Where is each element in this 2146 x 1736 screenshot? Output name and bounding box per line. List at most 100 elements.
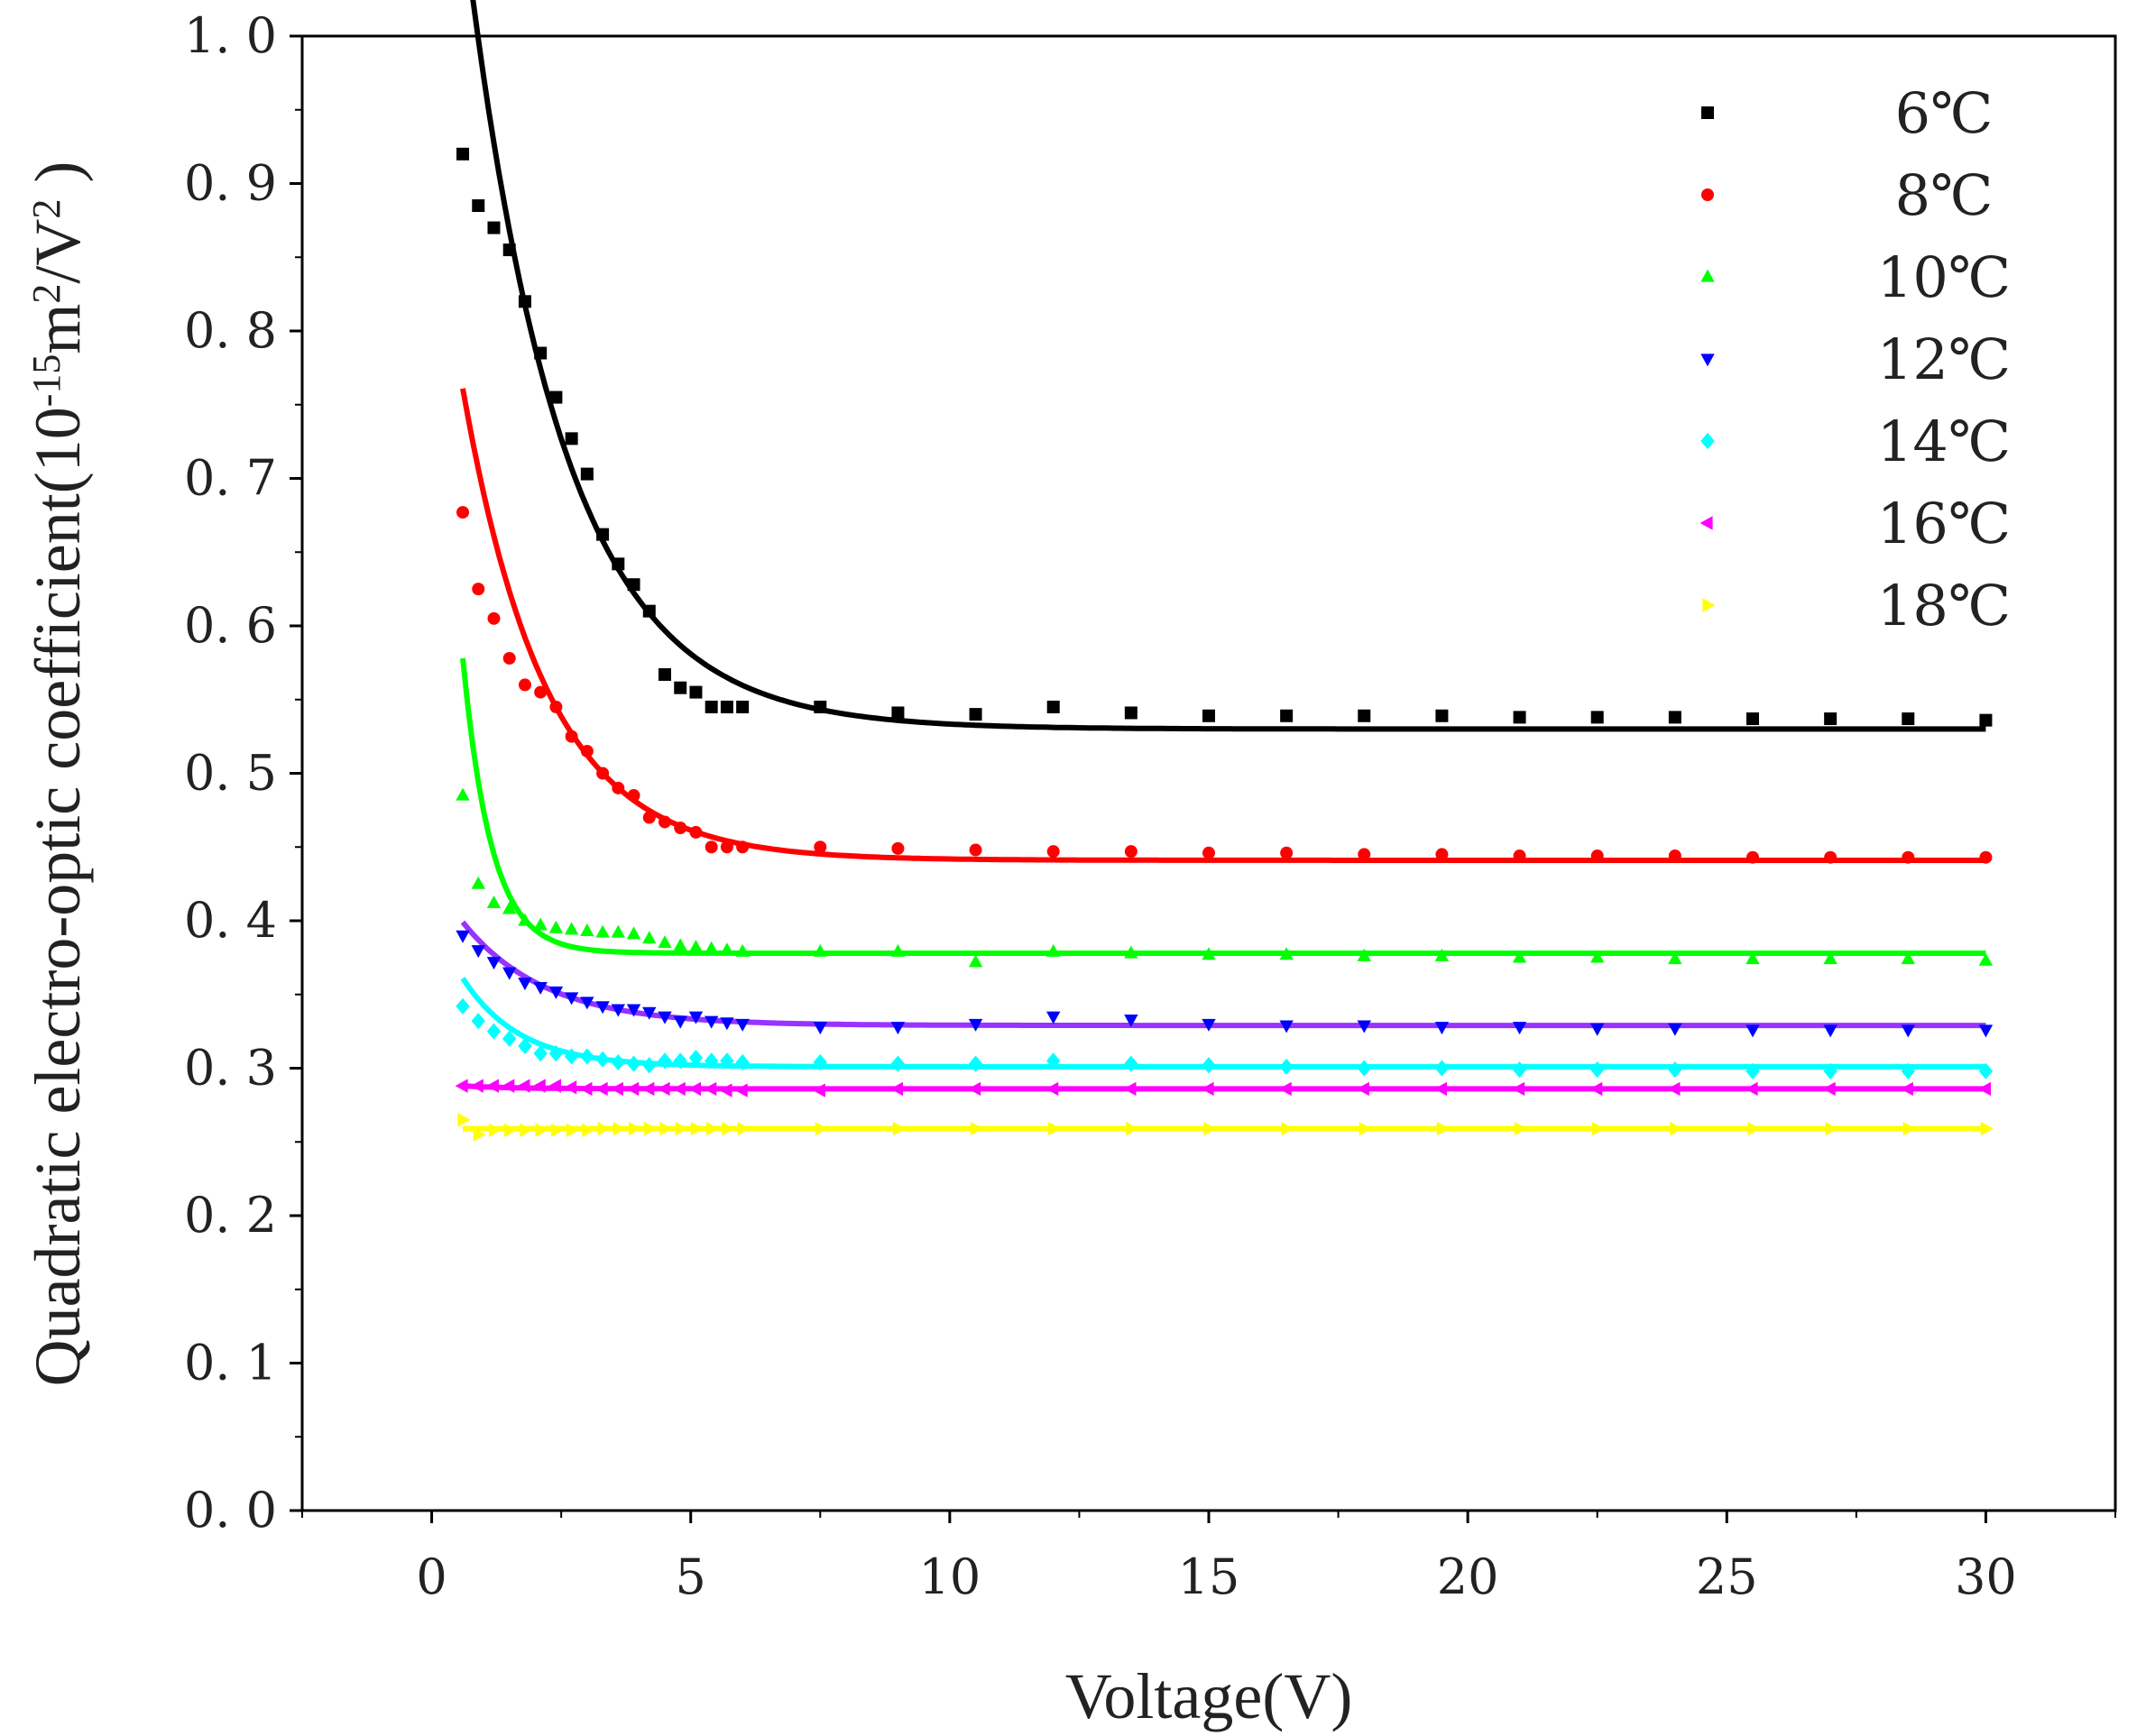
y-tick-label: 0. 3 (184, 1040, 277, 1097)
data-point-series-6 (704, 1081, 717, 1097)
data-point-series-7 (1436, 1121, 1450, 1136)
data-point-series-3 (813, 943, 827, 957)
data-point-series-7 (1825, 1121, 1838, 1136)
y-axis-title-unit-m: m (22, 304, 94, 354)
data-point-series-6 (517, 1079, 530, 1093)
legend-marker-2 (1701, 188, 1714, 201)
x-tick-label: 15 (1178, 1548, 1240, 1605)
data-point-series-3 (1668, 951, 1682, 965)
data-point-series-7 (722, 1121, 735, 1136)
data-point-series-4 (1668, 1023, 1682, 1036)
data-point-series-6 (1434, 1081, 1448, 1097)
data-point-series-2 (969, 843, 982, 857)
data-point-series-3 (1124, 945, 1138, 959)
data-point-series-3 (486, 895, 502, 908)
data-point-series-5 (518, 1037, 532, 1055)
data-point-series-6 (1356, 1081, 1369, 1097)
data-point-series-1 (627, 578, 640, 592)
x-axis-title: Voltage(V) (1065, 1660, 1353, 1732)
y-tick-label: 0. 8 (184, 302, 277, 359)
data-point-series-7 (892, 1121, 906, 1136)
data-point-series-2 (736, 840, 750, 854)
y-axis-title-exp1: -15 (24, 354, 69, 408)
data-point-series-5 (688, 1049, 704, 1067)
data-point-series-1 (1668, 711, 1681, 724)
legend-label-2: 8℃ (1895, 162, 1994, 228)
data-point-series-6 (1045, 1081, 1059, 1097)
data-point-series-5 (735, 1053, 750, 1071)
legend-label-7: 18℃ (1877, 573, 2011, 638)
data-point-series-3 (704, 941, 719, 954)
data-point-series-2 (1668, 850, 1681, 863)
data-point-series-3 (1590, 950, 1605, 963)
y-axis-title-exp3: 2 (24, 199, 69, 219)
data-point-series-7 (1902, 1121, 1916, 1136)
data-point-series-1 (549, 390, 563, 404)
data-point-series-1 (659, 667, 671, 681)
data-point-series-5 (611, 1053, 626, 1071)
data-point-series-6 (532, 1079, 546, 1093)
data-point-series-2 (580, 744, 594, 758)
data-point-series-4 (1202, 1018, 1216, 1032)
data-point-series-6 (626, 1081, 640, 1097)
data-point-series-4 (611, 1004, 626, 1017)
data-point-series-1 (565, 432, 578, 445)
data-point-series-2 (689, 825, 703, 839)
data-point-series-2 (659, 815, 671, 829)
data-point-series-2 (1824, 850, 1837, 864)
data-point-series-7 (566, 1123, 580, 1137)
data-point-series-3 (1279, 947, 1294, 960)
data-point-series-7 (1126, 1121, 1139, 1136)
data-point-series-4 (486, 957, 502, 970)
data-point-series-1 (596, 528, 610, 541)
data-point-series-5 (1512, 1061, 1527, 1079)
data-point-series-3 (1046, 943, 1061, 957)
data-point-series-1 (1046, 700, 1060, 713)
data-point-series-7 (473, 1127, 486, 1142)
data-point-series-4 (1357, 1020, 1371, 1033)
data-point-series-5 (564, 1048, 579, 1065)
data-point-series-5 (456, 997, 470, 1015)
data-point-series-4 (704, 1015, 719, 1029)
data-point-series-3 (580, 923, 594, 937)
data-point-series-1 (891, 706, 905, 720)
data-point-series-5 (1590, 1061, 1605, 1079)
data-point-series-7 (1203, 1121, 1217, 1136)
data-point-series-4 (564, 992, 579, 1006)
data-point-series-4 (595, 1001, 610, 1015)
legend: 6℃ 8℃ 10℃ 12℃ 14℃ 16℃ 18℃ (1699, 80, 2011, 638)
fit-curves (460, 0, 1986, 1132)
data-point-series-5 (580, 1048, 594, 1065)
data-point-series-7 (737, 1121, 751, 1136)
data-point-series-1 (612, 557, 625, 571)
data-point-series-5 (890, 1055, 906, 1072)
data-point-series-7 (1980, 1121, 1994, 1136)
data-point-series-3 (720, 942, 734, 956)
data-point-series-5 (642, 1057, 657, 1074)
data-point-series-3 (548, 920, 564, 933)
y-tick-label: 0. 0 (184, 1482, 277, 1539)
data-point-series-1 (1824, 712, 1837, 726)
legend-marker-4 (1700, 354, 1715, 367)
data-point-series-6 (1589, 1081, 1603, 1097)
data-point-series-7 (1747, 1121, 1761, 1136)
data-point-series-7 (612, 1121, 626, 1136)
data-point-series-1 (580, 467, 594, 481)
data-point-series-4 (813, 1022, 827, 1035)
data-point-series-7 (1670, 1121, 1683, 1136)
data-point-series-5 (1124, 1055, 1138, 1072)
data-point-series-3 (502, 901, 517, 914)
data-point-series-2 (1202, 846, 1215, 859)
data-point-series-4 (533, 981, 548, 995)
data-point-series-2 (549, 700, 563, 713)
data-point-series-1 (642, 604, 656, 618)
data-point-series-2 (534, 685, 548, 699)
data-point-series-3 (1202, 947, 1216, 960)
data-point-series-6 (564, 1080, 577, 1095)
data-point-series-7 (690, 1121, 704, 1136)
legend-marker-3 (1700, 269, 1715, 282)
data-point-series-4 (890, 1022, 906, 1035)
data-point-series-2 (674, 821, 687, 834)
data-point-series-6 (968, 1081, 981, 1097)
